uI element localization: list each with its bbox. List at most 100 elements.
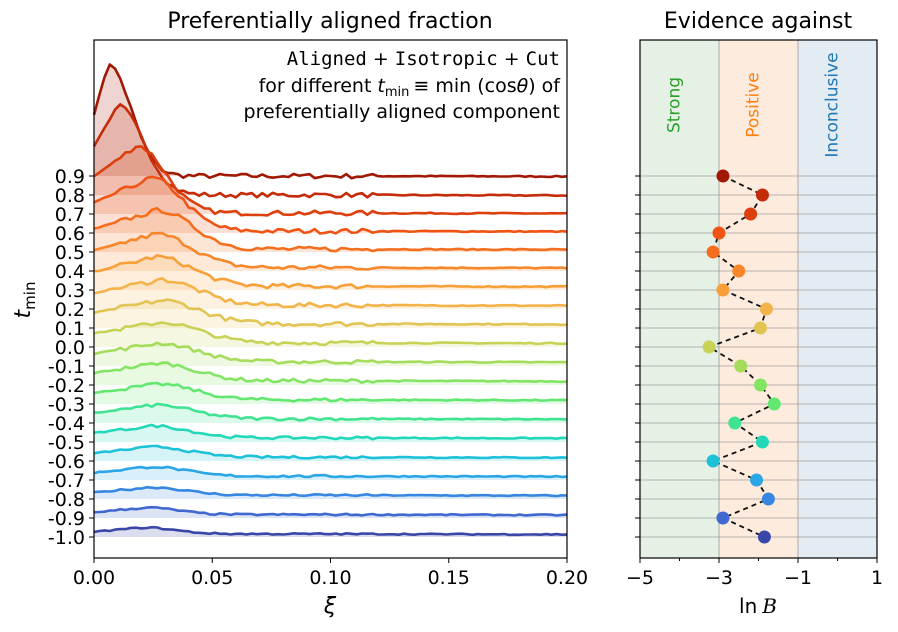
y-tick-label: 0.8 (55, 185, 85, 207)
evidence-point (716, 511, 730, 525)
ridge-fill (94, 403, 567, 423)
y-tick-label: 0.4 (55, 261, 85, 283)
y-tick-label: -0.8 (48, 489, 85, 511)
ridge-line (93, 444, 568, 460)
ridge-line (93, 145, 568, 217)
ridge-line (93, 525, 568, 537)
evidence-point (761, 492, 775, 506)
svg-text:tmin: tmin (11, 282, 39, 319)
ridge--0.2 (93, 361, 568, 385)
ridge-line (93, 505, 568, 517)
ridge--0.5 (93, 423, 568, 442)
right-x-label: ln B (739, 594, 777, 618)
y-tick-label: 0.7 (55, 204, 85, 226)
ridge-line (93, 381, 568, 403)
evidence-point (759, 302, 773, 316)
left-x-label: ξ (323, 594, 337, 619)
evidence-point (716, 169, 730, 183)
evidence-point (706, 245, 720, 259)
evidence-point (744, 207, 758, 221)
ridge--0.6 (93, 444, 568, 461)
evidence-point (755, 435, 769, 449)
annotation-line-2: for different tmin ≡ min (cosθ) of (259, 75, 562, 100)
right-title: Evidence against (664, 9, 853, 34)
x-tick-label: 0.05 (191, 567, 233, 589)
ridge-layer (92, 63, 568, 537)
ridge-fill (94, 146, 567, 216)
ridge-line (93, 402, 568, 422)
region-label: Strong (665, 77, 685, 133)
region-positive (719, 40, 798, 558)
ridge-line (93, 231, 568, 271)
region-inconclusive (798, 40, 877, 558)
evidence-point (732, 264, 746, 278)
ridge-0.5 (93, 207, 568, 253)
ridge-line (93, 485, 568, 498)
ridge-line (93, 341, 568, 365)
x-tick-label: 0.15 (428, 567, 470, 589)
y-tick-label: 0.5 (55, 242, 85, 264)
y-tick-label: 0.2 (55, 299, 85, 321)
ridge-line (93, 254, 568, 290)
evidence-point (734, 359, 748, 373)
evidence-point (716, 283, 730, 297)
left-panel: Preferentially aligned fraction 0.90.80.… (11, 9, 588, 619)
evidence-point (750, 473, 764, 487)
y-tick-label: -0.7 (48, 470, 85, 492)
ridge--0.4 (93, 402, 568, 423)
ridge--0.3 (93, 381, 568, 404)
region-label: Positive (744, 72, 764, 138)
evidence-points (702, 169, 781, 544)
ridge--0.9 (93, 505, 568, 518)
y-tick-label: -1.0 (48, 527, 85, 549)
ridge--0.7 (93, 465, 568, 480)
ridge-0.0 (93, 321, 568, 347)
y-tick-label: -0.9 (48, 508, 85, 530)
ridge-fill (94, 64, 567, 179)
x-tick-label: 1 (871, 567, 883, 589)
ridge-fill (94, 342, 567, 366)
ridge-line (93, 423, 568, 441)
evidence-point (706, 454, 720, 468)
ridge-line (93, 321, 568, 347)
ridge-fill (94, 383, 567, 404)
ridge-line (93, 207, 568, 253)
ridge-line (92, 63, 568, 180)
ridge-fill (94, 233, 567, 271)
ridge-fill (94, 299, 567, 328)
y-tick-label: 0.6 (55, 223, 85, 245)
y-tick-label: -0.4 (48, 413, 85, 435)
y-tick-label: 0.0 (55, 337, 85, 359)
evidence-point (757, 530, 771, 544)
ridge-line (93, 361, 568, 384)
ridge-0.2 (93, 277, 568, 309)
left-x-ticks: 0.00 0.05 0.10 0.15 0.20 (73, 558, 588, 589)
evidence-point (767, 397, 781, 411)
evidence-path (707, 175, 776, 538)
annotation-line-3: preferentially aligned component (244, 101, 560, 123)
ridge-0.9 (92, 63, 568, 180)
ridge-line (93, 175, 568, 235)
ridge-fill (94, 424, 567, 442)
annotation-line-1: Aligned + Isotropic + Cut (287, 48, 560, 70)
y-tick-label: -0.6 (48, 451, 85, 473)
ridge-fill (94, 176, 567, 234)
ridge-fill (94, 362, 567, 385)
ridge--0.1 (93, 341, 568, 366)
x-tick-label: 0.20 (546, 567, 588, 589)
y-tick-label: -0.5 (48, 432, 85, 454)
x-tick-label: −1 (784, 567, 812, 589)
evidence-point (755, 188, 769, 202)
evidence-point (753, 378, 767, 392)
evidence-point (728, 416, 742, 430)
ridge-0.6 (93, 175, 568, 235)
right-x-ticks: −5 −3 −1 1 (626, 558, 883, 589)
evidence-regions: Strong Positive Inconclusive (640, 40, 877, 558)
ridge-fill (94, 104, 567, 198)
x-tick-label: −3 (705, 567, 733, 589)
left-annotation: Aligned + Isotropic + Cut for different tmin ≡… (244, 48, 562, 123)
x-tick-label: −5 (626, 567, 654, 589)
left-y-ticks: 0.90.80.70.60.50.40.30.20.10.0-0.1-0.2-0… (48, 166, 94, 549)
ridge--0.8 (93, 485, 568, 499)
